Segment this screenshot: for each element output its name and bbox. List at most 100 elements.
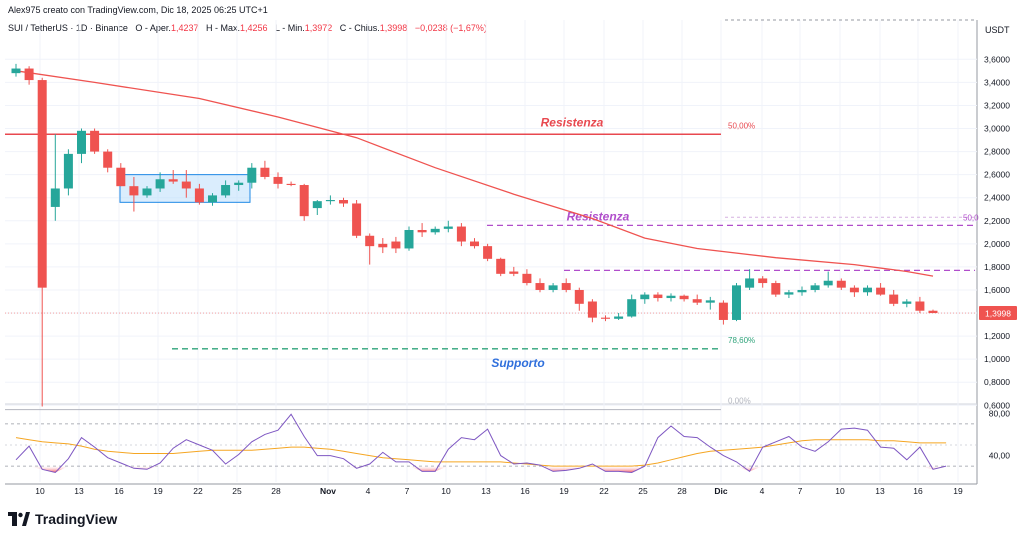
time-tick-label: 25 xyxy=(232,486,242,496)
price-tick-label: 2,2000 xyxy=(984,216,1010,226)
time-tick-label: 19 xyxy=(153,486,163,496)
candle-body xyxy=(37,80,47,288)
candle xyxy=(221,180,231,198)
candle-body xyxy=(325,200,335,202)
candle xyxy=(299,183,309,221)
price-tick-label: 3,0000 xyxy=(984,124,1010,134)
resistance-main-label: Resistenza xyxy=(541,115,604,129)
candle xyxy=(208,193,217,206)
support-label: Supporto xyxy=(491,356,544,370)
candle-body xyxy=(509,271,519,274)
candle xyxy=(928,309,938,314)
candle xyxy=(63,149,73,196)
candle-body xyxy=(378,243,388,248)
candle xyxy=(758,276,768,288)
candle-body xyxy=(876,287,886,295)
time-tick-label: 28 xyxy=(677,486,687,496)
candle xyxy=(50,134,60,221)
candle-body xyxy=(535,283,545,290)
candle xyxy=(863,285,872,296)
horizontal-levels: Resistenza 50,00% Resistenza 50,0 Supporto 78… xyxy=(5,115,979,411)
price-tick-label: 1,8000 xyxy=(984,262,1010,272)
price-tick-label: 3,6000 xyxy=(984,54,1010,64)
candle xyxy=(601,315,610,322)
candle xyxy=(103,149,113,173)
candle xyxy=(417,223,427,237)
candle xyxy=(797,286,807,296)
candle-body xyxy=(718,302,728,320)
candle xyxy=(535,278,545,293)
chart-attribution: Alex975 creato con TradingView.com, Dic … xyxy=(8,5,268,15)
candle-body xyxy=(548,285,558,290)
time-tick-label: 16 xyxy=(913,486,923,496)
high-label: H - Max. xyxy=(205,23,240,33)
last-price-tag-bg xyxy=(979,306,1017,321)
candle-body xyxy=(915,301,925,311)
resistance-purple-label: Resistenza xyxy=(567,209,630,223)
candle-body xyxy=(63,153,73,189)
open-label: O - Aper. xyxy=(135,23,171,33)
rsi-pane: 80,00 40,00 xyxy=(5,408,1010,474)
tradingview-brand[interactable]: TradingView xyxy=(8,511,117,527)
price-tick-label: 2,4000 xyxy=(984,193,1010,203)
symbol-label[interactable]: SUI / TetherUS · 1D · Binance xyxy=(8,23,128,33)
price-tick-label: 1,6000 xyxy=(984,285,1010,295)
time-tick-label: 10 xyxy=(441,486,451,496)
candle xyxy=(509,266,519,277)
candle xyxy=(77,128,86,164)
candle-body xyxy=(404,229,414,249)
candle xyxy=(273,172,283,189)
rsi-line xyxy=(15,413,947,474)
candle-body xyxy=(614,316,624,319)
high-value: 1,4256 xyxy=(240,23,268,33)
candle-body xyxy=(456,226,466,242)
candle-body xyxy=(142,188,152,196)
time-tick-label: 19 xyxy=(559,486,569,496)
candle xyxy=(784,289,794,299)
candle-body xyxy=(574,289,584,304)
price-tick-label: 1,2000 xyxy=(984,331,1010,341)
candle-body xyxy=(784,292,794,295)
candle xyxy=(443,220,453,233)
close-label: C - Chius. xyxy=(339,23,380,33)
candle-body xyxy=(627,299,637,317)
candle xyxy=(902,299,912,308)
low-value: 1,3972 xyxy=(304,23,333,33)
tradingview-logo-icon xyxy=(8,512,30,526)
candle xyxy=(234,180,244,191)
price-tick-label: 2,6000 xyxy=(984,170,1010,180)
brand-name: TradingView xyxy=(35,511,118,527)
time-tick-label: 7 xyxy=(405,486,410,496)
candle-body xyxy=(823,280,833,286)
candle-body xyxy=(666,295,676,299)
candle-body xyxy=(810,285,820,290)
candle xyxy=(574,287,584,311)
candle-body xyxy=(483,246,493,259)
candle-body xyxy=(902,301,912,304)
candle xyxy=(745,269,755,290)
candle-body xyxy=(155,179,165,189)
candle-body xyxy=(90,130,100,152)
time-tick-label: 4 xyxy=(760,486,765,496)
candle-body xyxy=(771,283,781,295)
candle-body xyxy=(470,241,479,247)
candle-body xyxy=(443,226,453,229)
candle-body xyxy=(181,181,191,189)
candle xyxy=(11,63,21,77)
candle xyxy=(732,283,741,322)
moving-average-line xyxy=(15,70,934,277)
candle xyxy=(168,170,178,184)
currency-label[interactable]: USDT xyxy=(985,25,1010,35)
fib-50-secondary-label: 50,0 xyxy=(963,213,979,222)
candle xyxy=(705,296,715,310)
candle-body xyxy=(103,151,113,168)
candle xyxy=(37,77,47,407)
open-value: 1,4237 xyxy=(170,23,199,33)
candle xyxy=(116,163,126,187)
candle-body xyxy=(273,176,283,184)
candle-body xyxy=(234,182,244,186)
candle-body xyxy=(365,235,375,247)
candle xyxy=(339,197,348,207)
price-tick-label: 3,2000 xyxy=(984,100,1010,110)
